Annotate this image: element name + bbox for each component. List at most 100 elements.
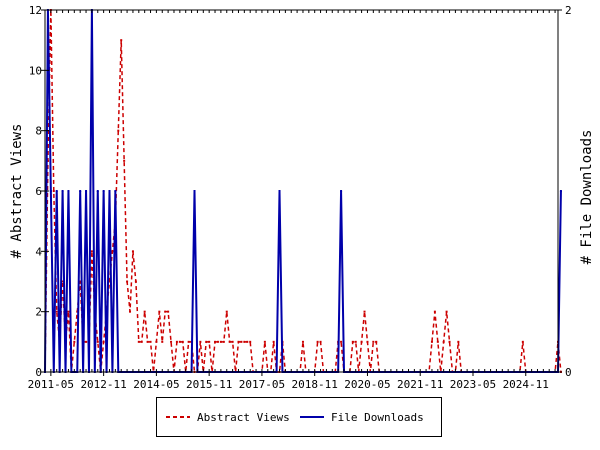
- abstract-views-point: [249, 340, 252, 343]
- abstract-views-point: [131, 250, 134, 253]
- file-downloads-point: [108, 190, 111, 192]
- abstract-views-point: [67, 310, 70, 313]
- legend-swatch-solid-blue: [300, 416, 324, 418]
- abstract-views-point: [126, 280, 129, 283]
- abstract-views-point: [272, 340, 275, 343]
- y-axis-title: # Abstract Views: [9, 124, 25, 259]
- abstract-views-point: [430, 340, 433, 343]
- abstract-views-point: [117, 129, 120, 132]
- x-tick-label: 2020-05: [344, 378, 390, 391]
- y-tick-label: 12: [29, 4, 42, 17]
- y-tick-label: 8: [35, 125, 42, 138]
- file-downloads-point: [49, 190, 52, 192]
- x-tick-label: 2017-05: [239, 378, 285, 391]
- abstract-views-point: [85, 340, 88, 343]
- abstract-views-point: [228, 340, 231, 343]
- abstract-views-point: [231, 340, 234, 343]
- abstract-views-point: [360, 340, 363, 343]
- abstract-views-point: [79, 280, 82, 283]
- y-tick-label: 2: [35, 306, 42, 319]
- abstract-views-point: [457, 340, 460, 343]
- plot-series-layer: [44, 9, 562, 373]
- y-tick-label: 6: [35, 185, 42, 198]
- file-downloads-point: [193, 190, 196, 192]
- legend-label-abstract-views: Abstract Views: [197, 410, 290, 424]
- y2-axis-title: # File Downloads: [579, 130, 595, 265]
- file-downloads-point: [340, 190, 343, 192]
- x-tick-label: 2023-05: [450, 378, 496, 391]
- abstract-views-point: [319, 340, 322, 343]
- file-downloads-point: [61, 190, 64, 192]
- abstract-views-point: [301, 340, 304, 343]
- legend-item-abstract-views: Abstract Views: [166, 410, 290, 424]
- abstract-views-point: [433, 310, 436, 313]
- abstract-views-point: [143, 310, 146, 313]
- abstract-views-point: [120, 39, 123, 42]
- x-tick-label: 2014-05: [133, 378, 179, 391]
- legend: Abstract Views File Downloads: [156, 397, 442, 437]
- file-downloads-point: [85, 190, 88, 192]
- abstract-views-point: [521, 340, 524, 343]
- x-tick-label: 2018-11: [292, 378, 338, 391]
- abstract-views-point: [181, 340, 184, 343]
- abstract-views-point: [375, 340, 378, 343]
- abstract-views-point: [445, 310, 448, 313]
- abstract-views-point: [214, 340, 217, 343]
- abstract-views-point: [73, 340, 76, 343]
- abstract-views-point: [316, 340, 319, 343]
- abstract-views-point: [55, 310, 58, 313]
- abstract-views-point: [102, 340, 105, 343]
- abstract-views-point: [366, 340, 369, 343]
- abstract-views-point: [225, 310, 228, 313]
- x-tick-label: 2011-05: [28, 378, 74, 391]
- abstract-views-point: [216, 340, 219, 343]
- abstract-views-line: [44, 9, 562, 373]
- file-downloads-point: [55, 190, 58, 192]
- file-downloads-point: [559, 190, 562, 192]
- abstract-views-point: [46, 159, 49, 162]
- abstract-views-point: [351, 340, 354, 343]
- abstract-views-point: [240, 340, 243, 343]
- abstract-views-point: [158, 310, 161, 313]
- abstract-views-point: [340, 340, 343, 343]
- abstract-views-point: [164, 310, 167, 313]
- x-tick-label: 2015-11: [186, 378, 232, 391]
- abstract-views-point: [436, 340, 439, 343]
- abstract-views-point: [442, 340, 445, 343]
- abstract-views-point: [205, 340, 208, 343]
- abstract-views-point: [96, 340, 99, 343]
- abstract-views-point: [222, 340, 225, 343]
- abstract-views-point: [155, 340, 158, 343]
- x-tick-label: 2024-11: [503, 378, 549, 391]
- y2-tick-label: 0: [565, 366, 572, 379]
- abstract-views-point: [448, 340, 451, 343]
- abstract-views-point: [123, 159, 126, 162]
- abstract-views-point: [243, 340, 246, 343]
- legend-label-file-downloads: File Downloads: [331, 410, 424, 424]
- abstract-views-point: [237, 340, 240, 343]
- abstract-views-point: [363, 310, 366, 313]
- abstract-views-point: [208, 340, 211, 343]
- file-downloads-point: [278, 190, 281, 192]
- abstract-views-point: [52, 190, 55, 192]
- y-tick-label: 10: [29, 64, 42, 77]
- abstract-views-point: [263, 340, 266, 343]
- legend-item-file-downloads: File Downloads: [300, 410, 424, 424]
- file-downloads-point: [79, 190, 82, 192]
- abstract-views-point: [161, 340, 164, 343]
- abstract-views-point: [246, 340, 249, 343]
- file-downloads-point: [96, 190, 99, 192]
- abstract-views-point: [354, 340, 357, 343]
- abstract-views-point: [90, 250, 93, 253]
- abstract-views-point: [187, 340, 190, 343]
- tick-layer: 2011-05 2012-11 2014-05 2015-11 2017-05 2018-…: [28, 4, 572, 391]
- x-tick-label: 2021-11: [397, 378, 443, 391]
- abstract-views-point: [167, 310, 170, 313]
- abstract-views-point: [372, 340, 375, 343]
- abstract-views-point: [199, 340, 202, 343]
- y2-tick-label: 2: [565, 4, 572, 17]
- abstract-views-point: [149, 340, 152, 343]
- abstract-views-point: [170, 340, 173, 343]
- file-downloads-point: [102, 190, 105, 192]
